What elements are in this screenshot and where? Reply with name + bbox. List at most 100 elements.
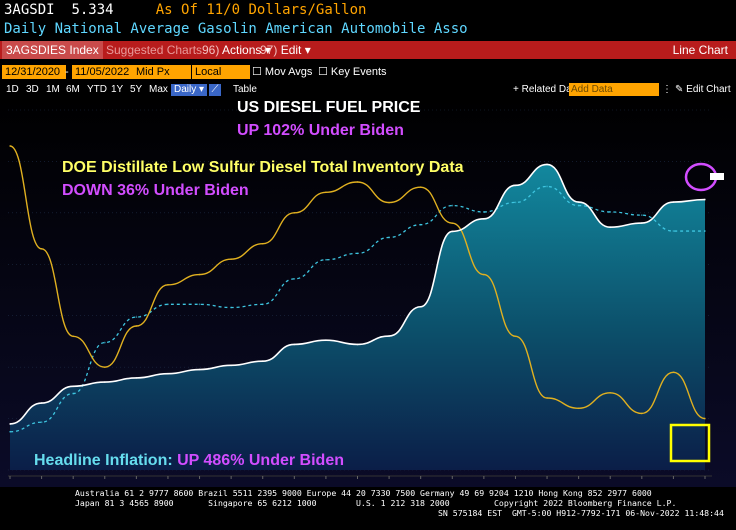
- date-separator: -: [65, 66, 69, 78]
- period-1y[interactable]: 1Y: [111, 84, 124, 95]
- inflation-point: [230, 306, 233, 309]
- inflation-point: [325, 258, 327, 261]
- line-chart-label: Line Chart: [672, 43, 728, 57]
- actions-number-icon: 96): [202, 43, 220, 57]
- x-axis: [8, 475, 712, 479]
- add-data-field[interactable]: Add Data: [569, 83, 659, 96]
- actions-menu[interactable]: 96) Actions ▾: [202, 42, 271, 58]
- period-1m[interactable]: 1M: [46, 84, 60, 95]
- last-value: 5.334: [71, 2, 114, 18]
- actions-label: Actions: [222, 43, 262, 57]
- diesel-price-line: [9, 163, 706, 425]
- footer-contacts: Australia 61 2 9777 8600 Brazil 5511 239…: [75, 488, 652, 498]
- key-events-checkbox[interactable]: ☐ Key Events: [318, 67, 387, 78]
- period-bar: 1D 3D 1M 6M YTD 1Y 5Y Max Daily ▾ ⟋ Tabl…: [0, 82, 736, 98]
- inflation-point: [640, 214, 643, 217]
- end-date-field[interactable]: 11/05/2022: [72, 65, 134, 79]
- inventory-point: [135, 325, 138, 327]
- inventory-point: [9, 145, 11, 147]
- currency-select[interactable]: Local CCY: [192, 65, 250, 92]
- price-point: [40, 402, 43, 404]
- price-point: [704, 198, 706, 201]
- chevron-down-icon: ▾: [304, 43, 311, 57]
- edit-number-icon: 97): [260, 43, 278, 57]
- inflation-point: [482, 211, 485, 213]
- frequency-select[interactable]: Daily ▾: [171, 84, 208, 96]
- function-toolbar: 3AGSDIES Index Suggested Charts 96) Acti…: [0, 41, 736, 59]
- price-point: [72, 385, 75, 388]
- plus-icon: +: [513, 84, 522, 95]
- price-point: [482, 217, 485, 220]
- as-of-text: As Of 11/0 Dollars/Gallon: [155, 2, 367, 18]
- suggested-charts-button[interactable]: Suggested Charts: [106, 43, 203, 57]
- price-point: [451, 230, 454, 233]
- diesel-price-chart[interactable]: [0, 98, 736, 487]
- inventory-point: [230, 258, 233, 261]
- inventory-point: [704, 417, 706, 420]
- inventory-title-annotation: DOE Distillate Low Sulfur Diesel Total I…: [62, 159, 464, 176]
- checkbox-icon: ☐: [318, 66, 331, 78]
- inventory-point: [451, 222, 454, 225]
- period-max[interactable]: Max: [149, 84, 168, 95]
- inflation-point: [9, 430, 11, 433]
- data-points: [9, 145, 706, 433]
- period-6m[interactable]: 6M: [66, 84, 80, 95]
- ticker-line: 3AGSDI 5.334 As Of 11/0 Dollars/Gallon: [4, 2, 366, 18]
- diesel-price-area: [10, 164, 705, 470]
- inflation-point: [293, 277, 296, 280]
- period-5y[interactable]: 5Y: [130, 84, 143, 95]
- inflation-point: [546, 185, 548, 188]
- price-point: [293, 343, 296, 346]
- key-events-label: Key Events: [330, 66, 387, 78]
- inventory-point: [198, 273, 201, 276]
- mov-avgs-checkbox[interactable]: ☐ Mov Avgs: [252, 67, 312, 78]
- security-description: Daily National Average Gasolin American …: [4, 21, 468, 37]
- footer-session: SN 575184 EST GMT-5:00 H912-7792-171 06-…: [438, 508, 724, 518]
- chart-type-icon[interactable]: ⟋: [209, 84, 221, 96]
- inflation-point: [103, 341, 106, 344]
- inventory-point: [167, 283, 169, 286]
- period-ytd[interactable]: YTD: [87, 84, 107, 95]
- price-point: [9, 423, 11, 425]
- price-point: [577, 201, 580, 203]
- inventory-point: [546, 397, 548, 399]
- inflation-point: [40, 421, 43, 424]
- inflation-change: UP 486% Under Biden: [177, 452, 344, 469]
- chevron-down-icon: ▾: [264, 43, 271, 57]
- price-point: [103, 381, 106, 383]
- price-point: [325, 339, 327, 342]
- price-point: [198, 368, 201, 371]
- inventory-point: [356, 181, 359, 183]
- start-date-field[interactable]: 12/31/2020: [2, 65, 66, 79]
- inflation-point: [167, 303, 169, 306]
- price-point: [672, 201, 675, 203]
- inflation-point: [356, 252, 359, 255]
- edit-chart-button[interactable]: ✎ Edit Chart: [675, 84, 731, 96]
- price-point: [609, 226, 612, 229]
- period-3d[interactable]: 3D: [26, 84, 39, 95]
- edit-menu[interactable]: 97) Edit ▾: [260, 42, 311, 58]
- ticker-symbol: 3AGSDI: [4, 2, 55, 18]
- inflation-label: Headline Inflation:: [34, 452, 178, 469]
- period-1d[interactable]: 1D: [6, 84, 19, 95]
- inventory-point: [293, 211, 296, 214]
- inflation-point: [609, 211, 612, 213]
- inventory-point: [325, 191, 327, 194]
- table-button[interactable]: Table: [233, 84, 257, 95]
- inventory-point: [482, 273, 485, 276]
- inventory-point: [672, 371, 675, 374]
- inventory-point: [388, 201, 390, 204]
- inflation-point: [672, 230, 675, 232]
- more-menu-icon[interactable]: ⋮: [662, 84, 672, 95]
- checkbox-icon: ☐: [252, 66, 265, 78]
- last-price-marker: [710, 173, 724, 180]
- related-data-button[interactable]: + Related Dat: [513, 84, 574, 96]
- price-point: [640, 222, 643, 224]
- pencil-icon: ✎: [675, 84, 687, 95]
- inflation-point: [451, 204, 454, 207]
- price-field-select[interactable]: Mid Px: [133, 65, 191, 79]
- price-point: [388, 335, 390, 337]
- index-field[interactable]: 3AGSDIES Index: [2, 41, 103, 59]
- inventory-point: [40, 247, 43, 250]
- inventory-point: [103, 366, 106, 369]
